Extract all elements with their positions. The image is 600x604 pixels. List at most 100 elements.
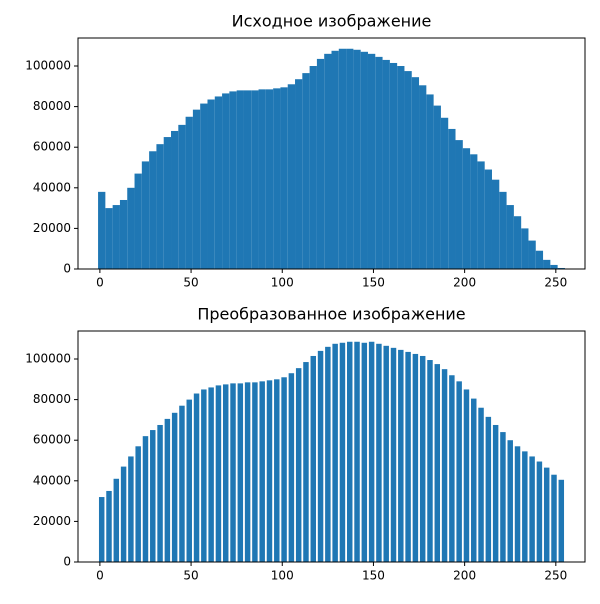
y-tick-label: 40000 [33, 473, 71, 487]
bar [222, 93, 230, 269]
bar [441, 369, 448, 562]
y-tick-label: 80000 [33, 392, 71, 406]
bar [295, 368, 302, 562]
bar [346, 48, 354, 269]
bar [389, 62, 398, 270]
bar [163, 137, 172, 269]
bar [375, 56, 383, 270]
bar [280, 87, 288, 269]
bar [411, 77, 420, 269]
bar [427, 360, 433, 562]
bar [514, 446, 521, 562]
bar [440, 117, 449, 269]
bar [265, 89, 274, 269]
bar [303, 362, 309, 562]
bar [354, 341, 360, 562]
bar [404, 71, 412, 269]
bar [214, 96, 223, 270]
bar [529, 456, 535, 562]
bar [500, 432, 506, 562]
y-tick-label: 100000 [25, 352, 71, 366]
bar [178, 124, 186, 269]
bar [141, 161, 150, 269]
bar [171, 130, 179, 269]
axes-frame [77, 330, 586, 563]
bar [98, 497, 105, 562]
y-tick-label: 60000 [33, 433, 71, 447]
x-tick-label: 100 [271, 569, 294, 583]
bar [201, 389, 207, 562]
bar [463, 389, 470, 562]
y-tick-label: 20000 [33, 514, 71, 528]
bar [243, 90, 252, 270]
bar [156, 144, 164, 269]
bar [557, 267, 565, 269]
bar [521, 228, 529, 269]
bar [353, 49, 361, 269]
bar [200, 103, 208, 269]
bar [258, 89, 266, 269]
bar [506, 205, 514, 269]
bar [456, 381, 462, 562]
y-tick-label: 100000 [25, 59, 71, 73]
bar [491, 179, 500, 269]
bar [338, 48, 347, 269]
bar [455, 140, 463, 269]
bar [142, 436, 149, 562]
bar [135, 446, 141, 562]
bar [492, 424, 499, 562]
bar [98, 191, 106, 269]
y-tick-label: 40000 [33, 180, 71, 194]
bar [332, 343, 338, 562]
bar [105, 208, 113, 269]
axes-frame [77, 37, 586, 270]
bar [478, 407, 484, 562]
bar [185, 116, 193, 270]
bar [106, 490, 112, 562]
bar [317, 350, 324, 562]
x-tick-label: 0 [96, 569, 104, 583]
x-tick-label: 150 [362, 569, 385, 583]
bar [230, 383, 236, 562]
bar [112, 205, 120, 269]
bar [316, 58, 325, 270]
x-tick-label: 50 [183, 276, 198, 290]
bar [550, 264, 558, 269]
bar [383, 345, 389, 562]
bar [398, 349, 404, 562]
x-tick-label: 250 [544, 276, 567, 290]
bar [536, 461, 543, 562]
bar [149, 151, 157, 269]
bar [171, 412, 178, 562]
bar [295, 79, 303, 269]
bar [426, 94, 434, 270]
bar [433, 105, 441, 269]
bar [207, 99, 215, 269]
x-tick-label: 50 [183, 569, 198, 583]
bar [499, 191, 507, 269]
bar [310, 355, 316, 562]
bar [150, 430, 156, 562]
bar [251, 90, 259, 270]
y-tick-label: 60000 [33, 140, 71, 154]
bar [259, 381, 265, 562]
y-tick-label: 0 [63, 555, 71, 569]
bar [397, 66, 405, 269]
bar [266, 380, 273, 562]
bar [448, 128, 456, 269]
bar [192, 109, 201, 269]
bar [485, 416, 492, 562]
bar [244, 382, 251, 562]
bar [128, 456, 134, 562]
bar [127, 187, 135, 269]
bar [288, 373, 295, 562]
bar [113, 478, 120, 562]
bar [324, 53, 332, 270]
bar [449, 375, 455, 562]
bar [558, 479, 565, 562]
bar [302, 73, 310, 269]
bar [419, 85, 427, 269]
bar [412, 353, 419, 562]
bar [528, 240, 536, 269]
bar [193, 393, 200, 562]
